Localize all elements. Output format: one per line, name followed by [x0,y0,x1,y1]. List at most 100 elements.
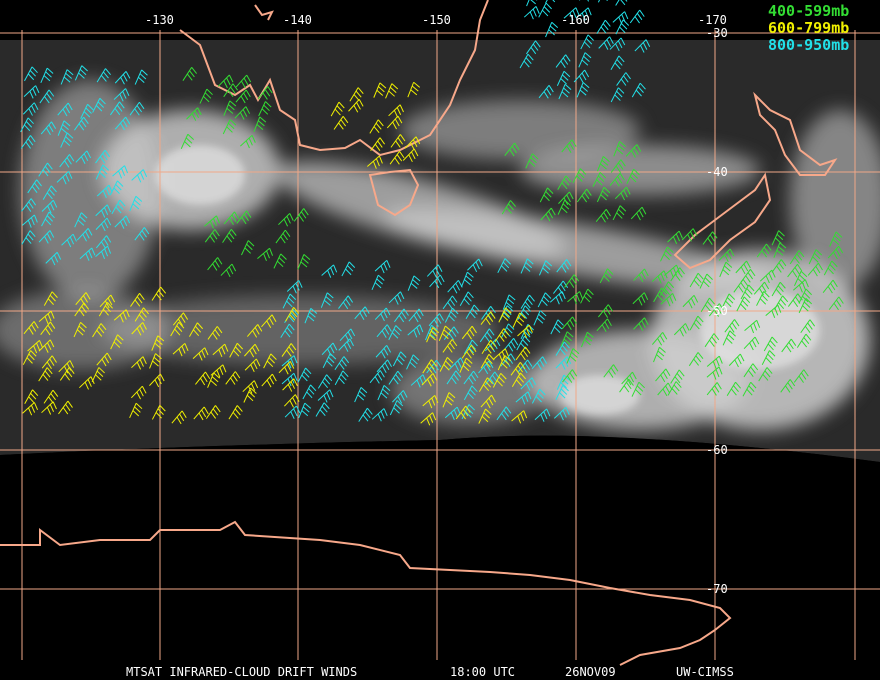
wind-barb [573,69,590,84]
wind-barb [207,372,221,388]
wind-barb [149,353,162,369]
wind-barb [243,387,257,403]
longitude-label: -160 [561,13,590,27]
wind-barb [519,53,534,69]
wind-barb [246,324,263,338]
wind-barb [389,400,404,416]
wind-barb [281,355,298,369]
wind-barb [630,206,647,221]
wind-barb [670,369,685,384]
longitude-label: -150 [422,13,451,27]
wind-barb [599,268,614,284]
wind-barb [96,184,113,199]
wind-barb [699,273,713,289]
wind-barb [459,357,473,373]
wind-barb [193,406,209,421]
wind-barb [258,101,272,117]
wind-barb [478,408,492,424]
wind-barb [73,321,87,338]
wind-barb [388,325,402,341]
wind-barb [704,333,720,348]
wind-barb [761,350,776,366]
wind-barb [388,104,404,118]
wind-barb [57,102,73,117]
wind-barb [538,85,554,99]
wind-barb [354,306,370,320]
wind-barb [23,321,39,335]
wind-barb [223,100,237,116]
wind-barb [23,85,40,99]
wind-barb [511,410,528,424]
wind-barb [520,324,534,340]
wind-barb [659,281,675,296]
wind-barb [682,294,699,309]
wind-barb [503,338,519,352]
wind-barb [625,144,642,158]
wind-barb [497,355,511,371]
wind-barb [520,258,534,274]
wind-barb [429,274,445,289]
wind-barb [131,356,147,370]
wind-barb [281,372,298,387]
wind-barb [632,292,649,306]
wind-barb [392,390,408,404]
wind-barb [57,120,71,136]
wind-barb [334,370,349,386]
wind-barb [228,405,243,420]
wind-barb [371,274,385,291]
wind-barb [670,267,685,282]
wind-barb [558,191,574,206]
wind-barb [531,388,546,404]
wind-barb [149,373,165,388]
wind-barb [317,374,333,389]
wind-barb [74,212,88,228]
wind-barb [95,149,111,164]
wind-barb [377,385,391,401]
wind-barb [446,370,462,385]
wind-barb [667,230,683,245]
wind-barb [719,261,733,278]
legend-entry: 600-799mb [768,19,849,37]
wind-barb [182,66,197,81]
wind-barb [59,366,75,381]
wind-barb [111,199,126,215]
wind-barb [338,338,354,352]
wind-barb [22,350,37,365]
wind-barb [349,87,364,102]
latitude-label: -70 [706,582,728,596]
legend-entry: 800-950mb [768,36,849,54]
wind-barb [539,187,554,203]
wind-barb [781,338,797,353]
wind-barb [212,343,229,358]
footer-title: MTSAT INFRARED-CLOUD DRIFT WINDS [126,665,357,679]
wind-barb [510,362,526,376]
wind-barb [718,248,735,263]
wind-barb [496,406,512,421]
wind-barb [79,247,96,261]
wind-barb [631,381,645,397]
wind-barb [653,346,666,363]
wind-barb [195,371,211,386]
wind-barb [407,81,421,98]
wind-barb [151,404,166,420]
wind-barb [576,82,590,98]
wind-barb [564,274,580,288]
wind-barb [773,295,789,310]
wind-barb [273,253,287,269]
wind-barb [492,372,507,388]
wind-barb [389,151,405,165]
wind-barb [759,269,776,284]
wind-barb [549,291,566,305]
wind-barb [455,405,471,420]
wind-barb [504,142,520,157]
wind-barb [771,259,787,273]
wind-barb [449,357,465,371]
wind-barb [75,150,92,164]
wind-barb [525,40,541,55]
wind-barb [95,204,112,218]
wind-barb [186,107,202,121]
wind-barb [180,133,194,149]
wind-barb [131,169,148,183]
wind-barb [192,347,209,361]
longitude-label: -130 [145,13,174,27]
